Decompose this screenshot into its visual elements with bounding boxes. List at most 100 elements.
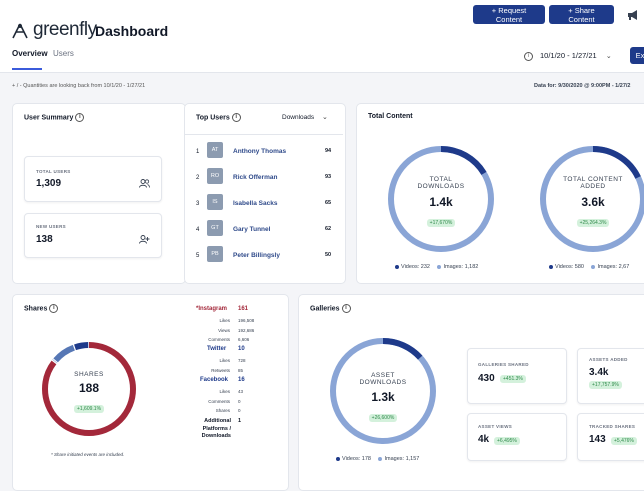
assets-added-delta: +17,757.9% — [589, 381, 622, 389]
twitter-total: 10 — [238, 346, 245, 352]
greenfly-logo-icon — [12, 23, 28, 39]
top-user-rank: 1 — [196, 149, 200, 155]
shares-segment-instagram — [42, 342, 136, 436]
user-summary-title: User Summary i — [24, 113, 85, 122]
assets-added-value: 3.4k — [589, 367, 609, 378]
galleries-legend: Videos: 178 Images: 1,157 — [336, 456, 419, 462]
info-icon[interactable]: i — [231, 113, 241, 122]
asset-downloads-label: ASSET DOWNLOADS — [359, 372, 407, 386]
megaphone-icon[interactable] — [626, 8, 640, 22]
assets-added-tile — [577, 348, 644, 404]
asset-downloads-ring — [330, 338, 436, 444]
filter-value: Downloads — [282, 114, 315, 121]
top-user-name[interactable]: Gary Tunnel — [233, 226, 271, 233]
add-user-icon — [139, 235, 150, 244]
assets-added-label: ASSETS ADDED — [589, 357, 628, 362]
tracked-shares-delta: +5,476% — [611, 437, 637, 445]
asset-downloads-value: 1.3k — [371, 390, 395, 404]
top-user-value: 50 — [325, 252, 332, 258]
additional-platforms-value: 1 — [238, 418, 242, 424]
share-content-button[interactable]: + Share Content — [549, 5, 614, 24]
facebook-metric-values: 43 0 0 — [238, 389, 244, 413]
galleries-shared-label: GALLERIES SHARED — [478, 362, 529, 367]
top-user-value: 94 — [325, 148, 332, 154]
new-users-label: NEW USERS — [36, 224, 66, 229]
tracked-shares-value: 143 — [589, 434, 606, 445]
top-user-name[interactable]: Isabella Sacks — [233, 200, 278, 207]
content-added-delta: +25,264.3% — [576, 219, 610, 227]
top-user-value: 65 — [325, 200, 332, 206]
active-tab-indicator — [12, 68, 42, 70]
facebook-total: 16 — [238, 377, 245, 383]
top-user-name[interactable]: Anthony Thomas — [233, 148, 287, 155]
avatar: PB — [207, 246, 223, 262]
chevron-down-icon: ⌄ — [605, 53, 612, 60]
top-user-rank: 3 — [196, 201, 200, 207]
shares-ring — [42, 342, 136, 436]
top-user-value: 93 — [325, 174, 332, 180]
top-user-row[interactable]: 1 AT Anthony Thomas 94 — [185, 141, 343, 163]
top-user-rank: 2 — [196, 175, 200, 181]
twitter-metric-values: 728 85 — [238, 358, 246, 373]
instagram-metric-labels: Likes Views Comments — [208, 318, 230, 342]
tab-overview[interactable]: Overview — [12, 49, 48, 58]
videos-dot-icon — [549, 264, 553, 269]
chevron-down-icon: ⌄ — [321, 114, 328, 121]
content-added-value: 3.6k — [581, 195, 605, 209]
top-user-row[interactable]: 5 PB Peter Billingsly 50 — [185, 245, 343, 267]
request-content-button[interactable]: + Request Content — [473, 5, 545, 24]
total-users-label: TOTAL USERS — [36, 169, 71, 174]
videos-dot-icon — [395, 264, 399, 269]
tab-users[interactable]: Users — [53, 49, 74, 58]
twitter-metric-labels: Likes Retweets — [211, 358, 230, 373]
asset-views-label: ASSET VIEWS — [478, 424, 513, 429]
top-user-name[interactable]: Peter Billingsly — [233, 252, 280, 259]
total-content-added-ring — [540, 146, 644, 252]
data-for-note: Data for: 9/30/2020 @ 9:00PM - 1/27/2 — [534, 83, 631, 89]
new-users-tile — [24, 213, 162, 258]
top-user-row[interactable]: 3 IS Isabella Sacks 65 — [185, 193, 343, 215]
downloads-legend: Videos: 232 Images: 1,182 — [395, 264, 478, 270]
date-range-picker[interactable]: 10/1/20 - 1/27/21 ⌄ — [540, 51, 612, 60]
instagram-total: 161 — [238, 306, 249, 312]
avatar: GT — [207, 220, 223, 236]
top-user-rank: 4 — [196, 227, 200, 233]
facebook-label: Facebook — [200, 377, 229, 383]
top-user-rank: 5 — [196, 253, 200, 259]
shares-footnote: * Share initiated events are included. — [51, 452, 125, 457]
info-icon[interactable]: i — [49, 304, 59, 313]
top-user-row[interactable]: 2 RO Rick Offerman 93 — [185, 167, 343, 189]
total-users-tile — [24, 156, 162, 202]
additional-platforms-label: Additional Platforms / Downloads — [201, 418, 231, 439]
quantities-note: + / - Quantities are looking back from 1… — [12, 83, 146, 89]
facebook-metric-labels: Likes Comments Shares — [208, 389, 230, 413]
twitter-label: Twitter — [207, 346, 227, 352]
export-button[interactable]: Ex — [630, 47, 644, 64]
top-user-row[interactable]: 4 GT Gary Tunnel 62 — [185, 219, 343, 241]
shares-title: Shares i — [24, 304, 59, 313]
shares-card — [12, 294, 289, 491]
total-downloads-value: 1.4k — [429, 195, 453, 209]
info-icon[interactable]: i — [75, 113, 85, 122]
images-dot-icon — [437, 264, 442, 269]
content-added-label: TOTAL CONTENT ADDED — [563, 176, 623, 190]
total-downloads-label: TOTAL DOWNLOADS — [417, 176, 465, 190]
avatar: IS — [207, 194, 223, 210]
info-icon[interactable]: i — [341, 304, 351, 313]
added-legend: Videos: 580 Images: 2,67 — [549, 264, 629, 270]
page-title: Dashboard — [95, 23, 169, 39]
top-user-name[interactable]: Rick Offerman — [233, 174, 278, 181]
date-info-icon[interactable]: i — [524, 52, 533, 61]
tracked-shares-label: TRACKED SHARES — [589, 424, 636, 429]
top-users-filter-dropdown[interactable]: Downloads ⌄ — [282, 113, 328, 121]
galleries-shared-value: 430 — [478, 373, 495, 384]
instagram-metric-values: 196,508 192,686 6,606 — [238, 318, 255, 342]
images-dot-icon — [591, 264, 596, 269]
users-icon — [139, 179, 150, 188]
divider — [185, 134, 343, 135]
shares-ring-label: SHARES — [74, 371, 104, 378]
total-users-value: 1,309 — [36, 178, 62, 189]
avatar: AT — [207, 142, 223, 158]
instagram-label: *Instagram — [196, 306, 228, 312]
total-downloads-ring — [388, 146, 494, 252]
